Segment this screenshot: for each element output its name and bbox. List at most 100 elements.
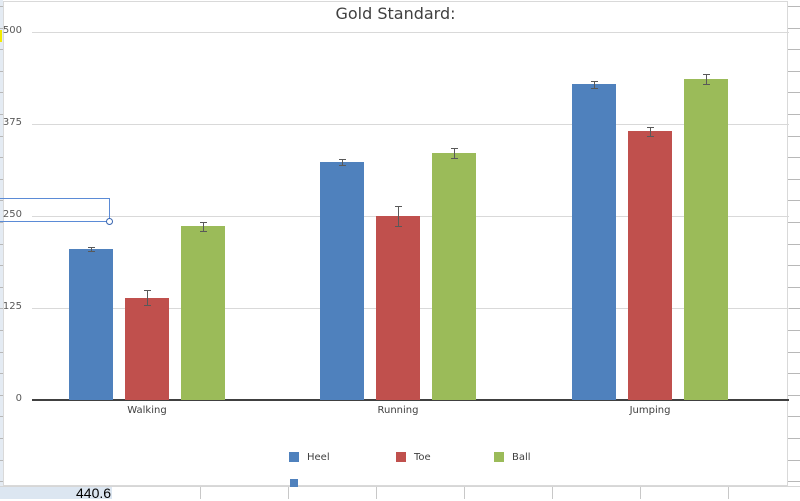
row-gridline <box>0 71 3 72</box>
column-divider <box>728 487 729 499</box>
error-bar <box>706 73 707 85</box>
x-category-label: Walking <box>127 405 167 416</box>
error-bar-cap <box>339 159 346 161</box>
row-gridline <box>0 460 3 461</box>
row-gridline <box>0 330 3 331</box>
row-gridline <box>788 460 800 461</box>
row-gridline <box>788 71 800 72</box>
row-gridline <box>788 6 800 7</box>
row-gridline <box>0 6 3 7</box>
bar-toe-walking[interactable] <box>125 297 169 400</box>
error-bar <box>650 126 651 136</box>
row-gridline <box>0 438 3 439</box>
column-divider <box>200 487 201 499</box>
row-gridline <box>788 49 800 50</box>
row-gridline <box>0 265 3 266</box>
spreadsheet-row: 440.6 <box>0 485 800 501</box>
row-gridline <box>0 92 3 93</box>
bar-heel-walking[interactable] <box>69 249 113 400</box>
row-gridline <box>0 136 3 137</box>
row-gridline <box>0 287 3 288</box>
error-bar-cap <box>144 290 151 292</box>
y-tick-label: 0 <box>15 393 22 404</box>
bar-ball-jumping[interactable] <box>684 79 728 400</box>
y-tick-label: 125 <box>2 301 22 312</box>
row-gridlines-right <box>788 0 800 498</box>
error-bar <box>454 147 455 158</box>
legend-label: Ball <box>512 451 531 463</box>
x-category-label: Jumping <box>629 405 671 416</box>
x-category-label: Running <box>377 405 419 416</box>
error-bar <box>342 159 343 166</box>
error-bar <box>91 246 92 252</box>
error-bar-cap <box>395 205 402 207</box>
row-gridline <box>788 114 800 115</box>
legend-item-heel[interactable]: Heel <box>289 450 330 464</box>
row-gridline <box>788 330 800 331</box>
y-tick-label: 500 <box>2 25 22 36</box>
row-gridline <box>0 222 3 223</box>
bar-ball-walking[interactable] <box>181 226 225 400</box>
y-tick-label: 375 <box>2 117 22 128</box>
error-bar-cap <box>451 157 458 159</box>
y-tick-label: 250 <box>2 209 22 220</box>
selected-cell[interactable] <box>0 487 112 499</box>
legend-label: Heel <box>307 451 330 463</box>
row-gridline <box>788 352 800 353</box>
cell-highlight-marker <box>0 30 2 42</box>
error-bar-cap <box>395 226 402 228</box>
legend-swatch-icon <box>494 452 504 462</box>
row-gridline <box>788 395 800 396</box>
chart-resize-handle[interactable] <box>290 479 298 487</box>
row-header-strip <box>0 0 3 498</box>
error-bar-cap <box>339 165 346 167</box>
row-gridline <box>0 395 3 396</box>
error-bar <box>398 205 399 227</box>
row-gridline <box>788 438 800 439</box>
row-gridline <box>788 244 800 245</box>
row-gridline <box>0 179 3 180</box>
row-gridline <box>0 244 3 245</box>
column-divider <box>464 487 465 499</box>
row-gridline <box>788 200 800 201</box>
error-bar <box>594 80 595 88</box>
legend-item-ball[interactable]: Ball <box>494 450 531 464</box>
row-gridline <box>0 481 3 482</box>
bar-ball-running[interactable] <box>432 152 476 400</box>
cell-value: 440.6 <box>76 485 112 501</box>
error-bar-cap <box>451 147 458 149</box>
row-gridline <box>0 200 3 201</box>
error-bar-cap <box>591 87 598 89</box>
row-gridline <box>788 179 800 180</box>
x-axis-line <box>32 399 789 401</box>
error-bar-cap <box>88 246 95 248</box>
error-bar-cap <box>200 221 207 223</box>
row-gridline <box>788 157 800 158</box>
chart-object[interactable]: Gold Standard: 0 125 250 375 500 Walking Runni… <box>3 1 789 486</box>
column-divider <box>288 487 289 499</box>
error-bar-cap <box>88 251 95 253</box>
column-divider <box>376 487 377 499</box>
row-gridline <box>788 92 800 93</box>
legend-item-toe[interactable]: Toe <box>396 450 431 464</box>
row-gridline <box>788 373 800 374</box>
row-gridline <box>0 157 3 158</box>
bar-toe-jumping[interactable] <box>628 131 672 400</box>
column-divider <box>640 487 641 499</box>
bar-toe-running[interactable] <box>376 216 420 400</box>
plot-area[interactable]: 0 125 250 375 500 Walking Running Jumping <box>3 25 789 416</box>
row-gridline <box>788 308 800 309</box>
legend-swatch-icon <box>289 452 299 462</box>
row-gridline <box>788 28 800 29</box>
error-bar-cap <box>591 80 598 82</box>
legend-label: Toe <box>414 451 431 463</box>
error-bar <box>203 221 204 231</box>
selection-handle[interactable] <box>106 218 113 225</box>
error-bar-cap <box>703 84 710 86</box>
chart-title[interactable]: Gold Standard: <box>335 4 456 23</box>
bar-heel-jumping[interactable] <box>572 84 616 400</box>
bar-heel-running[interactable] <box>320 162 364 400</box>
error-bar-cap <box>200 230 207 232</box>
row-gridline <box>0 352 3 353</box>
row-gridline <box>788 136 800 137</box>
